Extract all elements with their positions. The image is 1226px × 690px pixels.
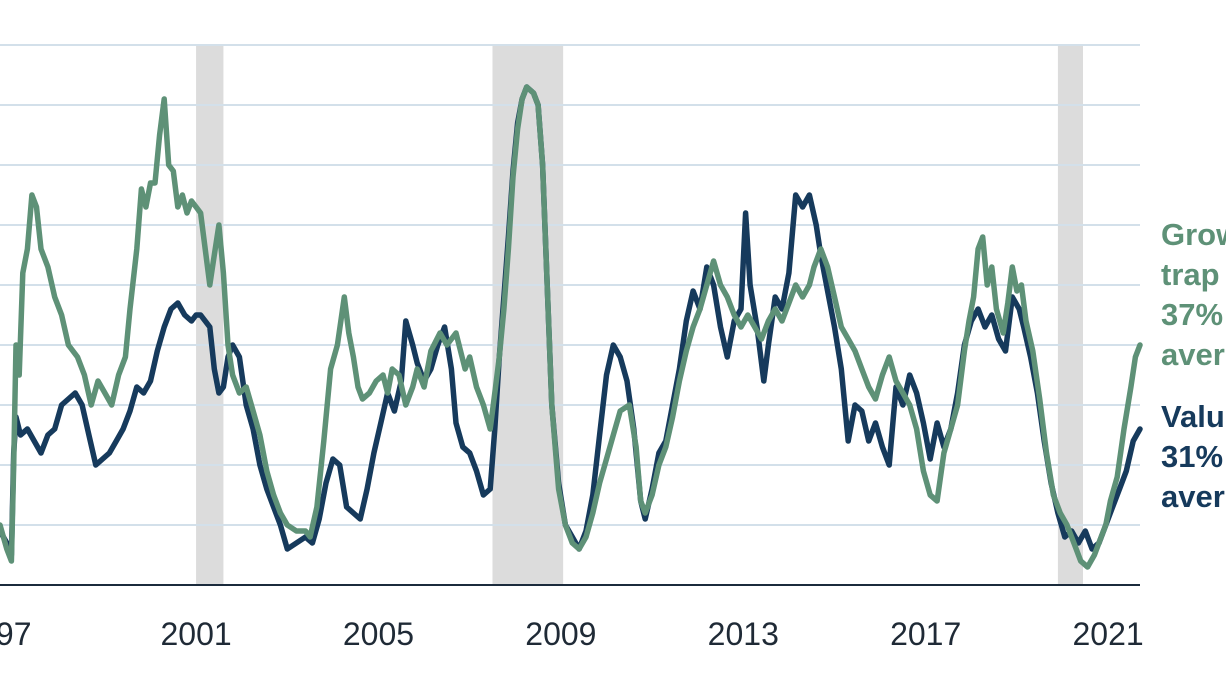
x-tick-label-2005: 2005 [343, 616, 414, 652]
x-tick-label-2021: 2021 [1072, 616, 1143, 652]
legend-growth-line-2: 37% [1161, 297, 1223, 332]
growth-series-line [0, 84, 1143, 570]
x-axis-tick-labels: 97 2001 2005 2009 2013 2017 2021 [0, 616, 1144, 652]
legend-growth-line-3: aver [1161, 337, 1225, 372]
legend-value-line-0: Valu [1161, 399, 1225, 434]
recession-shading [196, 45, 1083, 585]
x-tick-label-2017: 2017 [890, 616, 961, 652]
x-tick-label-2013: 2013 [708, 616, 779, 652]
series-lines [0, 84, 1143, 570]
x-tick-label-2001: 2001 [160, 616, 231, 652]
grid-lines [0, 44, 1140, 526]
legend-value-line-1: 31% [1161, 439, 1223, 474]
legend-growth-line-0: Grow [1161, 217, 1226, 252]
x-tick-label-97: 97 [0, 616, 31, 652]
recession-band-2 [1057, 45, 1083, 585]
x-tick-label-2009: 2009 [525, 616, 596, 652]
legend-growth-line-1: trap [1161, 257, 1220, 292]
legend-value-line-2: aver [1161, 479, 1225, 514]
series-legend: Grow trap 37% aver Valu 31% aver [1161, 217, 1226, 514]
